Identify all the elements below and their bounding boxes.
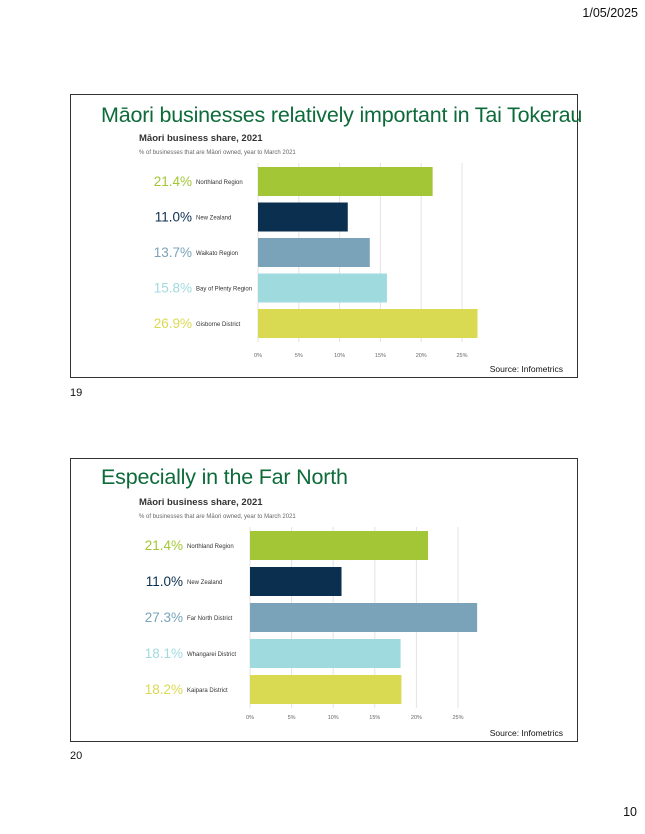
source-note: Source: Infometrics — [489, 364, 563, 374]
bar-chart: Māori business share, 2021 % of businesse… — [139, 497, 478, 721]
chart-title: Māori business share, 2021 — [139, 497, 263, 508]
category-label: Far North District — [187, 616, 233, 622]
chart-title: Māori business share, 2021 — [139, 133, 263, 144]
x-tick-label: 0% — [254, 353, 262, 359]
chart-subtitle: % of businesses that are Māori owned, ye… — [139, 150, 296, 156]
x-tick-label: 15% — [369, 715, 380, 721]
slide-20: Especially in the Far North Māori busine… — [70, 458, 578, 742]
category-label: Waikato Region — [196, 251, 238, 257]
bar — [250, 603, 478, 632]
value-label: 21.4% — [154, 174, 192, 189]
x-tick-label: 0% — [246, 715, 254, 721]
bar — [258, 167, 433, 196]
value-label: 18.2% — [145, 682, 183, 697]
category-label: Kaipara District — [187, 688, 228, 694]
category-label: Whangarei District — [187, 652, 236, 658]
x-tick-label: 10% — [334, 353, 345, 359]
chart-subtitle: % of businesses that are Māori owned, ye… — [139, 514, 296, 520]
slide-title: Especially in the Far North — [101, 465, 348, 489]
slide-number: 19 — [70, 387, 83, 399]
category-label: New Zealand — [196, 216, 231, 222]
bar — [258, 273, 387, 303]
value-label: 21.4% — [145, 538, 183, 553]
value-label: 13.7% — [154, 245, 192, 260]
value-label: 11.0% — [155, 210, 192, 225]
category-label: Northland Region — [187, 544, 234, 550]
category-label: Northland Region — [196, 180, 243, 186]
slide-number: 20 — [70, 750, 83, 762]
bar — [250, 639, 401, 668]
x-tick-label: 25% — [456, 353, 467, 359]
bar — [250, 531, 429, 560]
value-label: 15.8% — [154, 281, 192, 296]
source-note: Source: Infometrics — [489, 728, 563, 738]
x-tick-label: 20% — [411, 715, 422, 721]
bar — [250, 675, 402, 704]
x-tick-label: 15% — [375, 353, 386, 359]
value-label: 18.1% — [145, 646, 183, 661]
x-tick-label: 20% — [416, 353, 427, 359]
x-tick-label: 25% — [452, 715, 463, 721]
value-label: 26.9% — [154, 316, 192, 331]
value-label: 11.0% — [146, 574, 183, 589]
value-label: 27.3% — [145, 610, 183, 625]
category-label: New Zealand — [187, 580, 222, 586]
category-label: Bay of Plenty Region — [196, 287, 252, 293]
header-date: 1/05/2025 — [582, 6, 638, 20]
slide-19: Māori businesses relatively important in… — [70, 94, 582, 378]
page-number: 10 — [623, 805, 637, 819]
category-label: Gisborne District — [196, 322, 241, 328]
bar — [258, 309, 478, 338]
bar — [250, 567, 342, 596]
x-tick-label: 5% — [288, 715, 296, 721]
x-tick-label: 5% — [295, 353, 303, 359]
x-tick-label: 10% — [328, 715, 339, 721]
bar-chart: Māori business share, 2021 % of businesse… — [139, 133, 478, 359]
slide-title: Māori businesses relatively important in… — [101, 103, 583, 127]
bar — [258, 202, 348, 232]
bar — [258, 238, 370, 267]
